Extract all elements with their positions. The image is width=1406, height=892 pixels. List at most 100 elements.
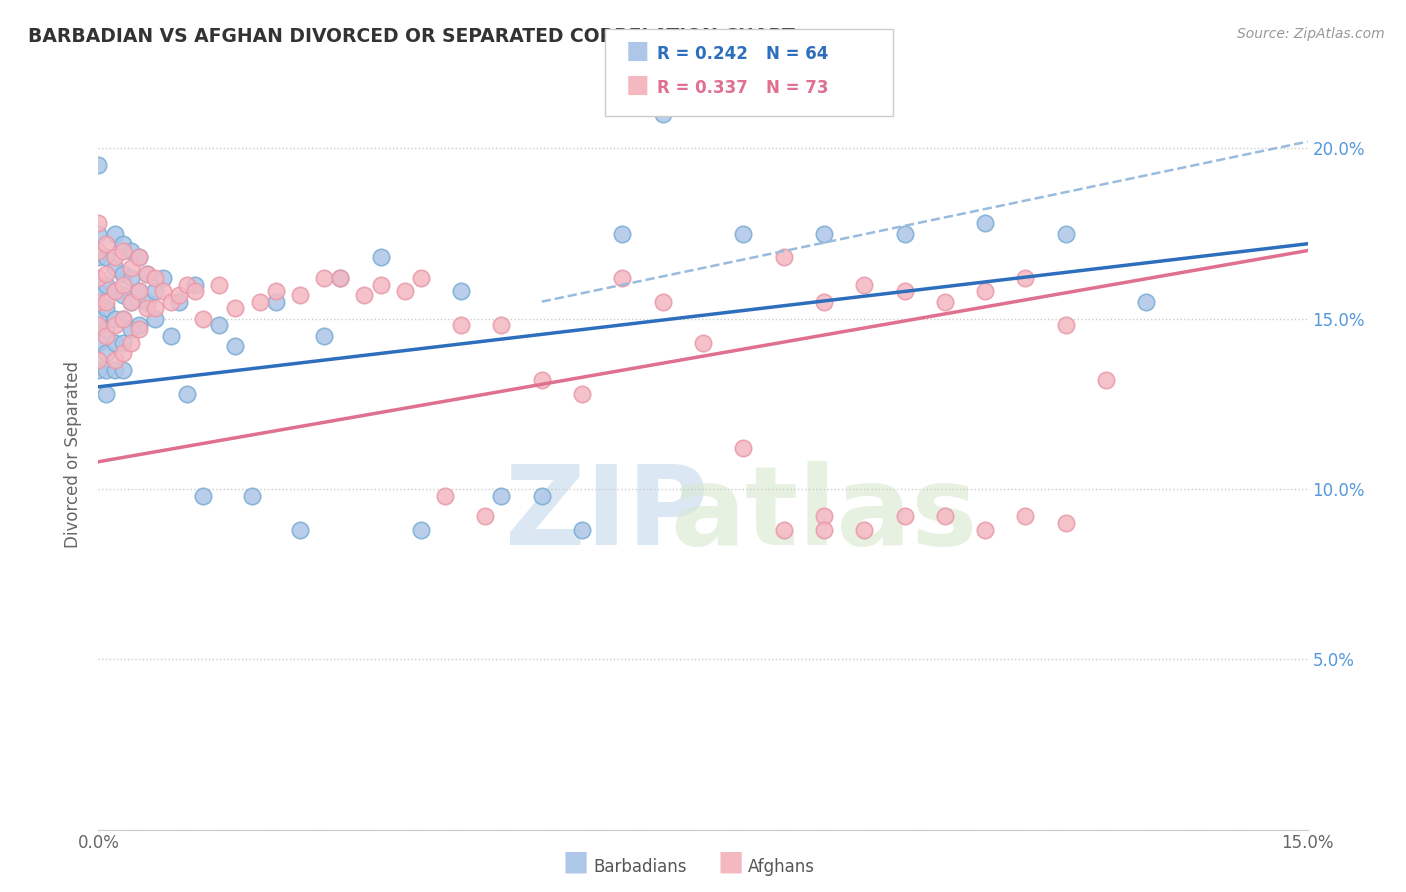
Point xyxy=(103,285,125,299)
Point xyxy=(103,227,125,241)
Point xyxy=(96,294,118,309)
Point xyxy=(813,294,835,309)
Point xyxy=(120,244,142,258)
Point xyxy=(143,311,166,326)
Point xyxy=(893,227,915,241)
Point xyxy=(370,277,392,292)
Point xyxy=(450,285,472,299)
Point xyxy=(111,236,134,251)
Text: ■: ■ xyxy=(626,39,650,63)
Point xyxy=(96,345,118,359)
Text: ■: ■ xyxy=(717,848,744,876)
Text: Afghans: Afghans xyxy=(748,858,815,876)
Point xyxy=(176,277,198,292)
Point xyxy=(409,523,432,537)
Point xyxy=(264,285,287,299)
Point xyxy=(651,107,673,121)
Point xyxy=(87,251,110,265)
Point xyxy=(135,294,157,309)
Point xyxy=(87,270,110,285)
Point xyxy=(249,294,271,309)
Point xyxy=(193,311,215,326)
Point xyxy=(87,335,110,350)
Point xyxy=(612,270,634,285)
Point xyxy=(111,244,134,258)
Text: ZIP: ZIP xyxy=(505,461,709,568)
Point xyxy=(160,328,183,343)
Point xyxy=(103,318,125,333)
Point xyxy=(103,335,125,350)
Point xyxy=(87,285,110,299)
Point xyxy=(434,489,457,503)
Point xyxy=(288,523,311,537)
Point xyxy=(111,335,134,350)
Point xyxy=(733,441,755,455)
Point xyxy=(143,270,166,285)
Point xyxy=(491,318,513,333)
Point xyxy=(96,363,118,377)
Point xyxy=(224,301,246,316)
Point xyxy=(96,251,118,265)
Point xyxy=(208,277,231,292)
Text: Source: ZipAtlas.com: Source: ZipAtlas.com xyxy=(1237,27,1385,41)
Text: R = 0.337: R = 0.337 xyxy=(657,79,748,97)
Point xyxy=(934,509,956,524)
Point xyxy=(491,489,513,503)
Point xyxy=(813,227,835,241)
Point xyxy=(96,277,118,292)
Text: Barbadians: Barbadians xyxy=(593,858,688,876)
Point xyxy=(103,260,125,275)
Text: N = 73: N = 73 xyxy=(766,79,828,97)
Point xyxy=(111,363,134,377)
Point xyxy=(87,244,110,258)
Point xyxy=(1054,227,1077,241)
Point xyxy=(571,523,593,537)
Point xyxy=(974,216,997,230)
Point xyxy=(160,294,183,309)
Point xyxy=(152,285,174,299)
Point xyxy=(103,285,125,299)
Point xyxy=(651,294,673,309)
Point xyxy=(974,523,997,537)
Point xyxy=(571,386,593,401)
Point xyxy=(87,352,110,367)
Point xyxy=(96,268,118,282)
Point xyxy=(120,294,142,309)
Point xyxy=(120,260,142,275)
Point xyxy=(87,294,110,309)
Point xyxy=(474,509,496,524)
Point xyxy=(208,318,231,333)
Point xyxy=(135,268,157,282)
Point xyxy=(530,373,553,387)
Point xyxy=(87,216,110,230)
Point xyxy=(692,335,714,350)
Point xyxy=(135,301,157,316)
Point xyxy=(103,363,125,377)
Point xyxy=(143,301,166,316)
Point xyxy=(224,339,246,353)
Point xyxy=(184,285,207,299)
Point xyxy=(1054,516,1077,530)
Text: ■: ■ xyxy=(626,73,650,97)
Text: BARBADIAN VS AFGHAN DIVORCED OR SEPARATED CORRELATION CHART: BARBADIAN VS AFGHAN DIVORCED OR SEPARATE… xyxy=(28,27,794,45)
Point xyxy=(128,285,150,299)
Point xyxy=(853,523,876,537)
Point xyxy=(87,227,110,241)
Point xyxy=(87,311,110,326)
Point xyxy=(314,328,336,343)
Point xyxy=(120,335,142,350)
Point xyxy=(87,363,110,377)
Text: atlas: atlas xyxy=(671,461,977,568)
Point xyxy=(1054,318,1077,333)
Point xyxy=(128,251,150,265)
Point xyxy=(974,285,997,299)
Point xyxy=(87,158,110,172)
Point xyxy=(96,386,118,401)
Point xyxy=(934,294,956,309)
Point xyxy=(1095,373,1118,387)
Point xyxy=(772,523,794,537)
Point xyxy=(450,318,472,333)
Point xyxy=(772,251,794,265)
Point xyxy=(167,288,190,302)
Point xyxy=(314,270,336,285)
